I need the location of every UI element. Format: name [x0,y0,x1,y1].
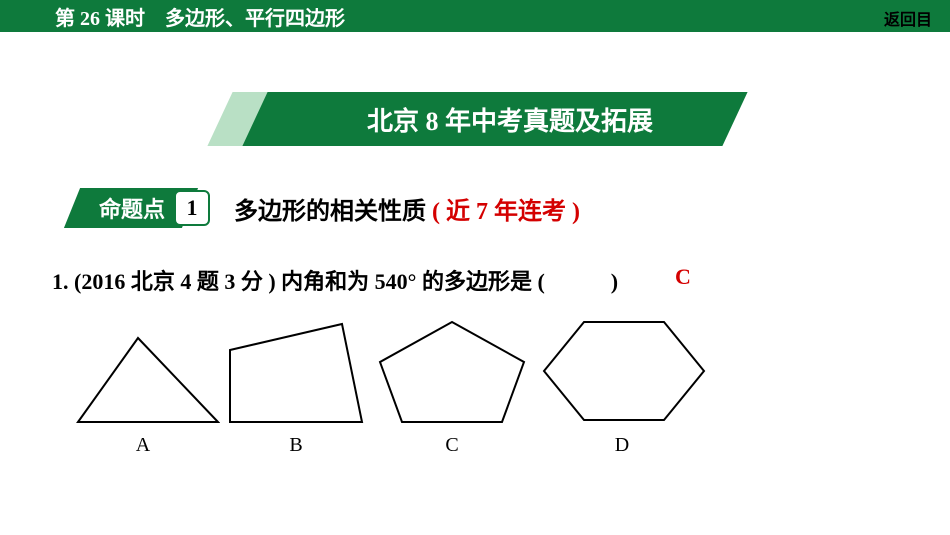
topic-title: 多边形的相关性质 [234,191,426,226]
question-text: 1. (2016 北京 4 题 3 分 ) 内角和为 540° 的多边形是 ( … [52,264,950,296]
option-label-a: A [136,434,150,457]
option-label-c: C [445,434,458,457]
topic-section-row: 命题点 1 多边形的相关性质 ( 近 7 年连考 ) [72,188,950,228]
pentagon-shape [372,318,532,424]
topic-note: ( 近 7 年连考 ) [432,191,580,226]
return-link[interactable]: 返回目 [884,6,932,30]
answer-mark: C [675,264,691,290]
option-d: D [536,318,708,457]
lesson-title: 第 26 课时 多边形、平行四边形 [0,2,345,31]
answer-options-row: A B C D [66,318,950,457]
question-content: 1. (2016 北京 4 题 3 分 ) 内角和为 540° 的多边形是 ( … [52,269,618,294]
option-a: A [66,334,220,457]
topic-badge: 命题点 1 [72,188,220,228]
option-c: C [372,318,532,457]
section-banner: 北京 8 年中考真题及拓展 [220,92,750,146]
option-label-d: D [615,434,629,457]
option-b: B [224,320,368,457]
header-bar: 第 26 课时 多边形、平行四边形 返回目 [0,0,950,32]
banner-title: 北京 8 年中考真题及拓展 [280,92,740,146]
topic-badge-label: 命题点 [82,188,182,228]
quadrilateral-shape [224,320,368,424]
hexagon-shape [536,318,708,424]
topic-badge-number: 1 [174,190,210,226]
option-label-b: B [289,434,302,457]
triangle-shape [66,334,220,424]
